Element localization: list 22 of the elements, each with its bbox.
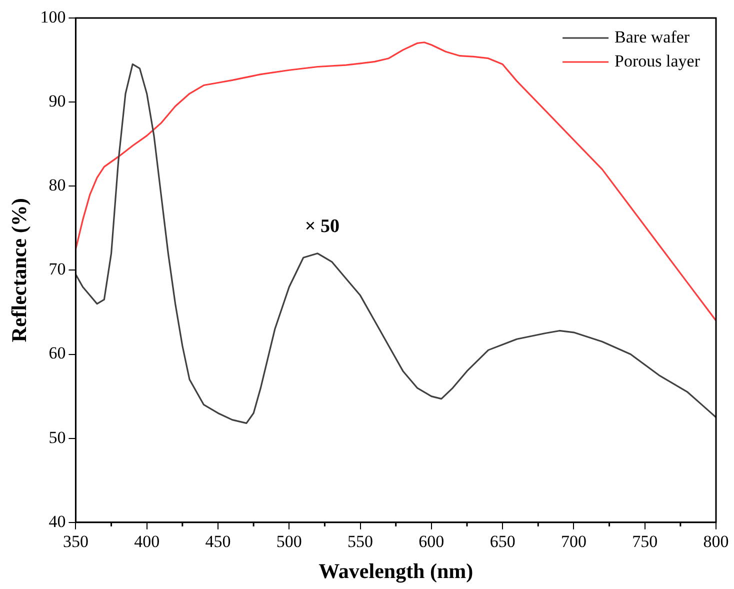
x-tick-label: 800 — [703, 532, 729, 552]
y-tick-label: 90 — [48, 92, 66, 111]
x-tick-label: 550 — [348, 532, 374, 552]
x-tick-label: 400 — [134, 532, 160, 552]
y-tick-label: 50 — [48, 428, 66, 447]
x-tick-label: 500 — [276, 532, 302, 552]
legend-label: Bare wafer — [614, 27, 690, 46]
x-tick-label: 700 — [560, 532, 586, 552]
x-axis-title: Wavelength (nm) — [318, 558, 474, 583]
y-tick-label: 60 — [48, 344, 66, 363]
annotation: × 50 — [304, 216, 340, 238]
x-tick-label: 600 — [418, 532, 444, 552]
legend-label: Porous layer — [614, 51, 700, 70]
x-tick-label: 650 — [490, 532, 516, 552]
y-tick-label: 80 — [48, 176, 66, 195]
x-tick-label: 750 — [632, 532, 658, 552]
y-tick-label: 100 — [40, 7, 66, 26]
y-axis-title: Reflectance (%) — [7, 198, 32, 342]
y-tick-label: 70 — [48, 260, 66, 279]
x-tick-label: 450 — [205, 532, 231, 552]
y-tick-label: 40 — [48, 512, 66, 531]
x-tick-label: 350 — [62, 532, 88, 552]
